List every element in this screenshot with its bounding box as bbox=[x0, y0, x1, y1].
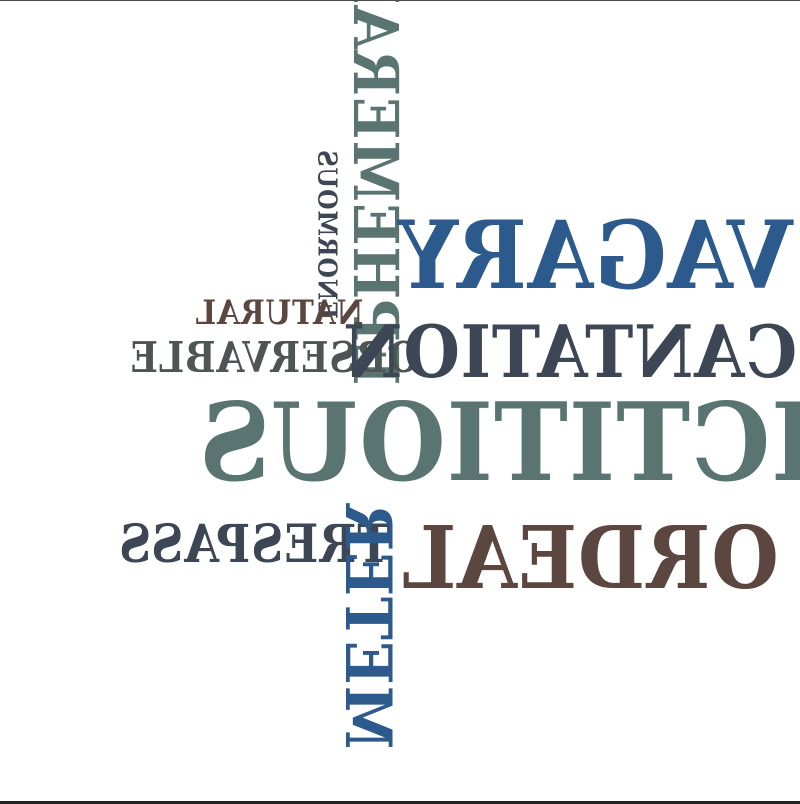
word-incantation: INCANTATION bbox=[342, 309, 800, 394]
word-natural: NATURAL bbox=[194, 293, 364, 333]
word-meter: METER bbox=[330, 502, 406, 750]
word-vagary: VAGARY bbox=[397, 201, 794, 311]
word-fictitious: FICTITIOUS bbox=[198, 380, 800, 506]
word-ordeal: ORDEAL bbox=[400, 508, 779, 609]
